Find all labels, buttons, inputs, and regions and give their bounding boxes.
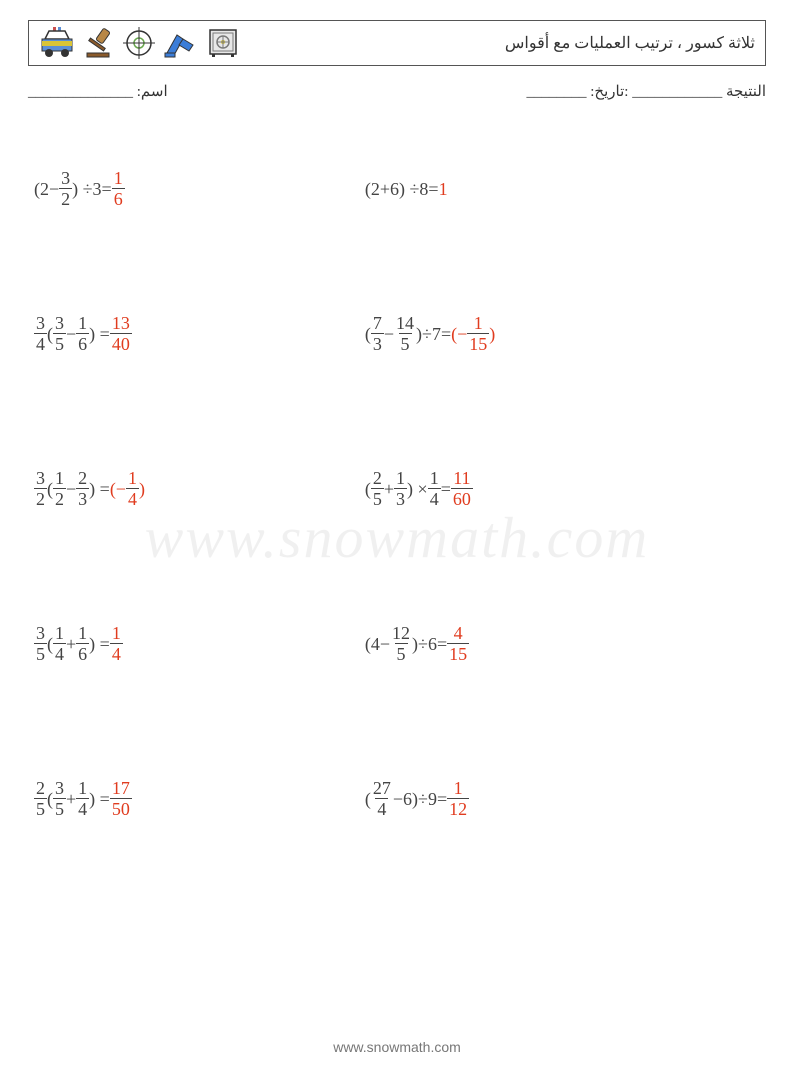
- problem-row: 25(35 + 14) = 1750(274 − 6) ÷ 9 = 112: [34, 721, 760, 876]
- score-date-field: النتيجة ____________ :تاريخ: ________: [527, 82, 766, 101]
- problem: (2 − 32) ÷ 3 = 16: [34, 169, 365, 208]
- crosshair-icon: [123, 27, 155, 59]
- worksheet-title: ثلاثة كسور ، ترتيب العمليات مع أقواس: [505, 33, 755, 53]
- police-car-icon: [39, 27, 75, 59]
- problem: (73 − 145) ÷ 7 = (−115): [365, 314, 760, 353]
- problem: 32(12 − 23) = (−14): [34, 469, 365, 508]
- gavel-icon: [83, 27, 115, 59]
- problem-row: 32(12 − 23) = (−14)(25 + 13) × 14 = 1160: [34, 411, 760, 566]
- header-box: ثلاثة كسور ، ترتيب العمليات مع أقواس: [28, 20, 766, 66]
- problems-area: (2 − 32) ÷ 3 = 16(2 + 6) ÷ 8 = 134(35 − …: [34, 121, 760, 876]
- header-icons: [39, 27, 239, 59]
- problem-row: (2 − 32) ÷ 3 = 16(2 + 6) ÷ 8 = 1: [34, 121, 760, 256]
- meta-row: اسم: ______________ النتيجة ____________…: [28, 82, 766, 101]
- problem: 35(14 + 16) = 14: [34, 624, 365, 663]
- problem: (25 + 13) × 14 = 1160: [365, 469, 760, 508]
- problem: 25(35 + 14) = 1750: [34, 779, 365, 818]
- problem: (2 + 6) ÷ 8 = 1: [365, 180, 760, 198]
- name-field: اسم: ______________: [28, 82, 168, 101]
- problem: 34(35 − 16) = 1340: [34, 314, 365, 353]
- slide-icon: [163, 27, 199, 59]
- safe-icon: [207, 27, 239, 59]
- problem: (274 − 6) ÷ 9 = 112: [365, 779, 760, 818]
- problem: (4 − 125) ÷ 6 = 415: [365, 624, 760, 663]
- problem-row: 34(35 − 16) = 1340(73 − 145) ÷ 7 = (−115…: [34, 256, 760, 411]
- problem-row: 35(14 + 16) = 14(4 − 125) ÷ 6 = 415: [34, 566, 760, 721]
